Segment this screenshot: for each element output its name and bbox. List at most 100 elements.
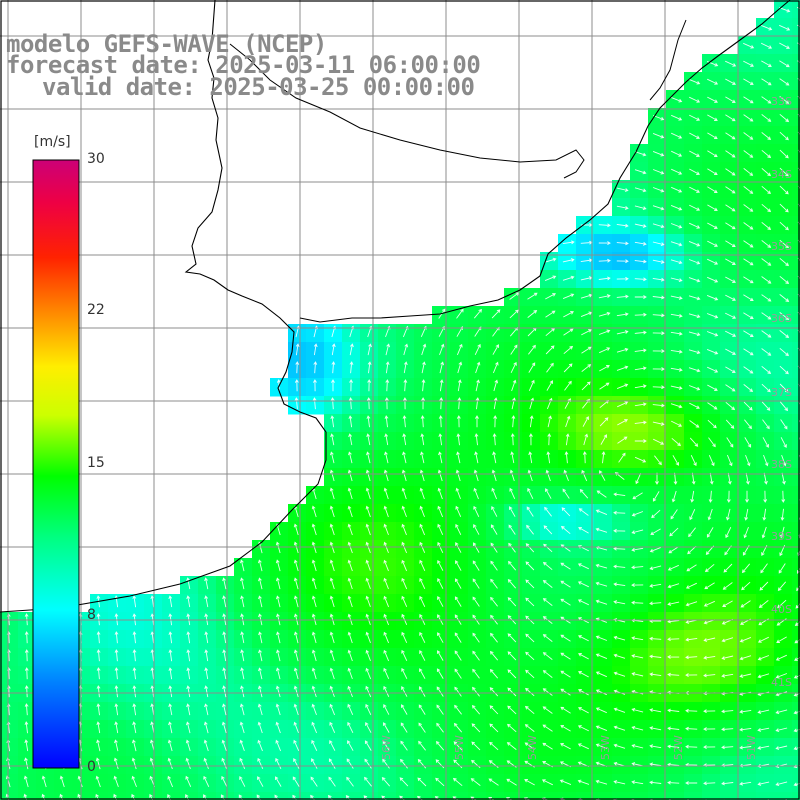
wind-arrow [401, 686, 408, 697]
wind-arrow [419, 559, 426, 571]
wind-arrow [507, 579, 517, 589]
wind-arrow [671, 150, 683, 157]
wind-arrow [132, 685, 137, 698]
wind-arrow [649, 565, 662, 571]
wind-arrow [721, 673, 734, 678]
wind-arrow [775, 709, 788, 715]
wind-arrow [779, 365, 789, 375]
wind-arrow [595, 743, 608, 749]
wind-arrow [293, 577, 299, 590]
wind-arrow [595, 671, 607, 678]
wind-arrow [510, 451, 515, 464]
wind-arrow [385, 343, 391, 356]
wind-cell [792, 270, 800, 289]
wind-arrow [511, 397, 516, 410]
wind-arrow [599, 382, 610, 390]
wind-arrow [365, 631, 371, 644]
wind-arrow [454, 596, 462, 607]
wind-arrow [634, 187, 647, 193]
wind-arrow [400, 740, 408, 751]
wind-arrow [329, 703, 336, 716]
wind-arrow [402, 451, 407, 464]
wind-arrow [509, 506, 516, 517]
wind-arrow [689, 402, 700, 409]
wind-arrow [421, 343, 427, 356]
wind-arrow [743, 348, 754, 356]
wind-arrow [96, 739, 101, 752]
wind-arrow [670, 259, 683, 265]
wind-arrow [595, 779, 608, 785]
wind-arrow [685, 601, 698, 607]
wind-arrow [631, 600, 644, 605]
wind-arrow [670, 403, 683, 409]
wind-arrow [779, 383, 789, 393]
wind-arrow [599, 470, 606, 481]
wind-arrow [708, 437, 716, 448]
wind-arrow [436, 722, 444, 733]
wind-cell [252, 792, 271, 800]
wind-arrow [725, 60, 737, 67]
wind-arrow [725, 258, 736, 265]
wind-arrow [688, 367, 701, 373]
wind-arrow [691, 472, 696, 485]
wind-arrow [703, 781, 716, 786]
wind-arrow [743, 276, 754, 284]
wind-arrow [743, 42, 755, 49]
wind-arrow [347, 541, 353, 554]
wind-arrow [707, 240, 718, 247]
wind-arrow [707, 384, 718, 391]
wind-arrow [186, 685, 191, 698]
wind-arrow [472, 686, 480, 697]
wind-arrow [221, 775, 228, 787]
wind-arrow [707, 419, 717, 429]
wind-arrow [616, 312, 629, 317]
wind-arrow [704, 563, 715, 573]
wind-arrow [688, 295, 701, 301]
wind-arrow [348, 451, 353, 464]
wind-arrow [346, 758, 354, 769]
wind-arrow [437, 541, 444, 553]
wind-arrow [707, 114, 718, 121]
wind-arrow [400, 758, 408, 769]
wind-arrow [348, 433, 353, 446]
wind-arrow [671, 168, 683, 175]
wind-cell [540, 792, 559, 800]
wind-arrow [275, 541, 281, 554]
wind-cell [792, 36, 800, 55]
wind-arrow [725, 168, 736, 176]
wind-arrow [23, 775, 29, 788]
wind-arrow [669, 527, 679, 537]
wind-arrow [560, 724, 571, 732]
wind-arrow [631, 744, 644, 749]
wind-arrow [347, 667, 353, 680]
wind-arrow [311, 721, 318, 734]
wind-arrow [617, 401, 629, 408]
wind-cell [792, 288, 800, 307]
wind-arrow [544, 506, 552, 517]
wind-arrow [725, 384, 736, 392]
wind-arrow [745, 490, 749, 503]
wind-arrow [743, 366, 754, 374]
wind-arrow [384, 433, 389, 446]
wind-arrow [631, 583, 644, 587]
wind-arrow [348, 397, 353, 410]
wind-arrow [707, 168, 718, 176]
wind-arrow [328, 758, 336, 769]
wind-arrow [689, 509, 696, 521]
wind-arrow [761, 114, 772, 122]
wind-arrow [311, 505, 317, 518]
wind-arrow [132, 703, 137, 716]
wind-arrow [725, 527, 732, 539]
wind-arrow [330, 397, 335, 410]
wind-arrow [24, 757, 29, 770]
wind-arrow [24, 703, 29, 716]
wind-arrow [274, 776, 282, 787]
wind-arrow [667, 780, 680, 785]
wind-arrow [347, 631, 353, 644]
wind-arrow [670, 204, 683, 211]
wind-arrow [706, 294, 719, 301]
wind-cell [288, 792, 307, 800]
wind-arrow [240, 685, 245, 698]
wind-arrow [667, 637, 680, 642]
wind-arrow [401, 704, 408, 715]
